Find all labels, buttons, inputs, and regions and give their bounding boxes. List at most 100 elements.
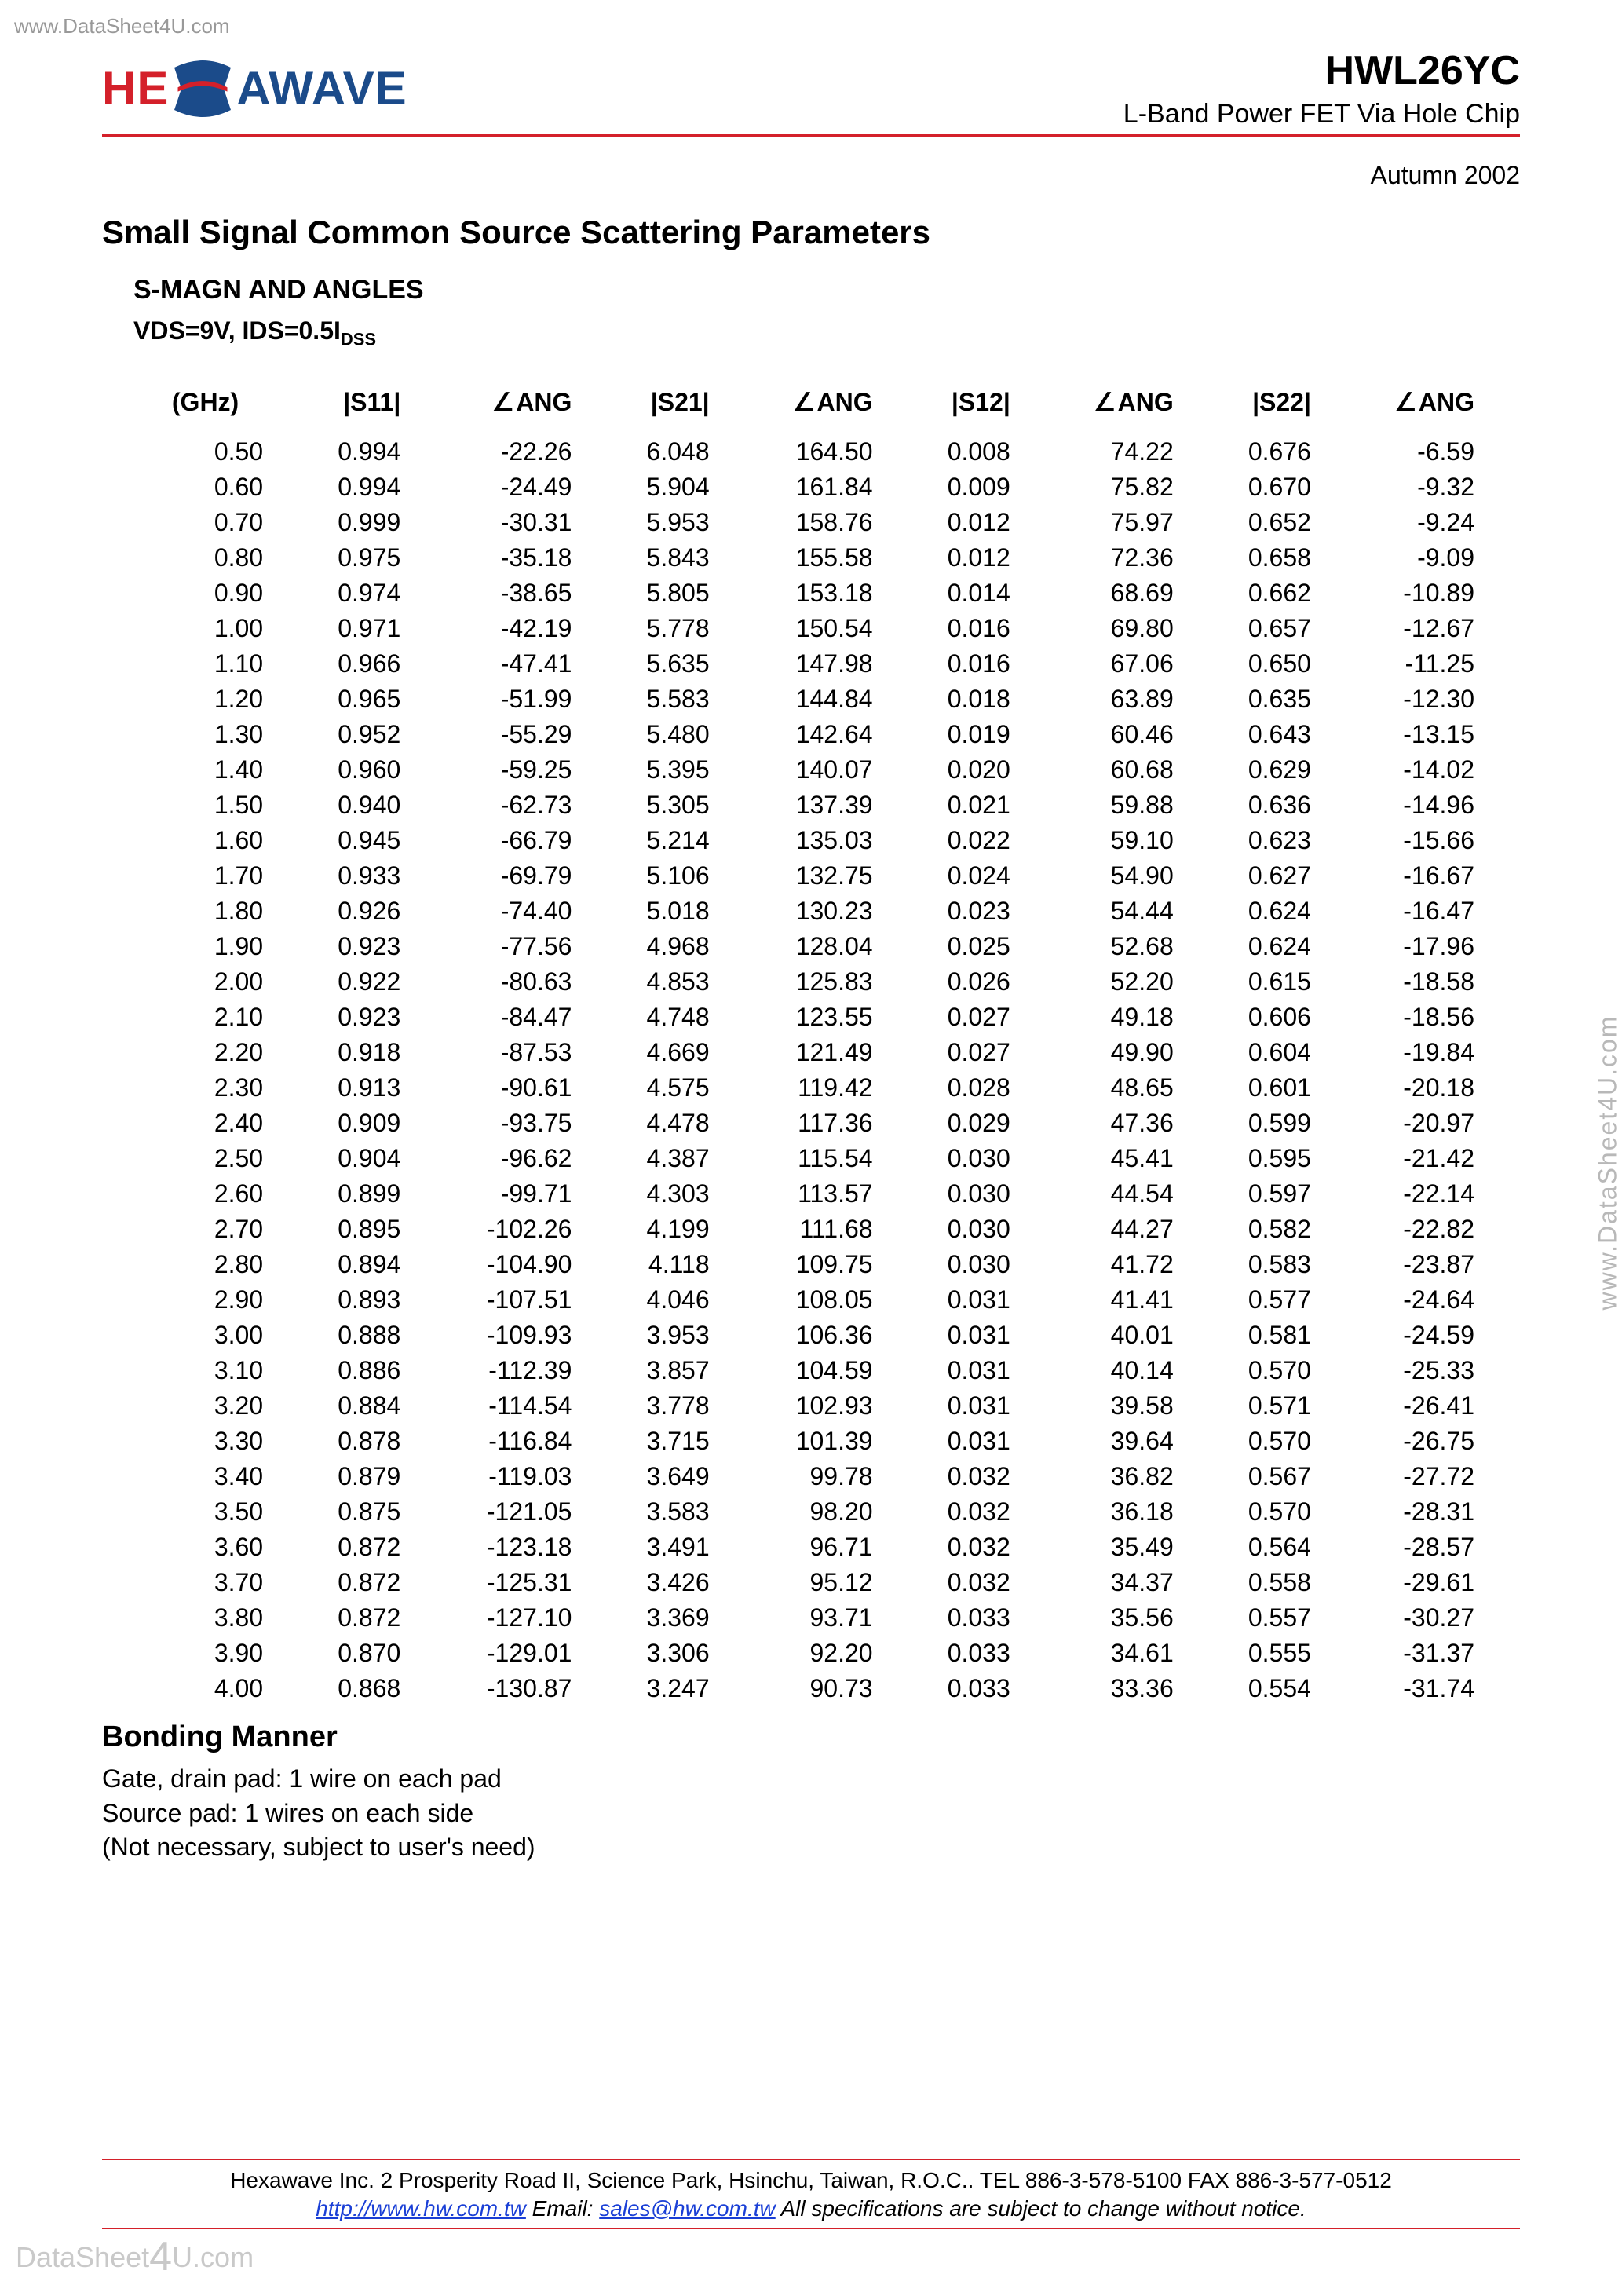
table-cell: 0.020	[887, 752, 1025, 788]
table-cell: -102.26	[415, 1212, 586, 1247]
table-cell: 5.635	[586, 646, 723, 682]
table-cell: 5.106	[586, 858, 723, 894]
table-cell: 135.03	[724, 823, 887, 858]
table-cell: 1.70	[133, 858, 277, 894]
table-cell: 0.922	[277, 964, 415, 1000]
table-cell: 125.83	[724, 964, 887, 1000]
table-cell: 150.54	[724, 611, 887, 646]
table-cell: 34.61	[1025, 1636, 1188, 1671]
table-cell: 0.635	[1188, 682, 1325, 717]
table-cell: 0.872	[277, 1565, 415, 1600]
table-cell: 3.583	[586, 1494, 723, 1530]
table-cell: 68.69	[1025, 576, 1188, 611]
table-cell: 0.994	[277, 470, 415, 505]
table-row: 2.400.909-93.754.478117.360.02947.360.59…	[133, 1106, 1489, 1141]
table-cell: 1.30	[133, 717, 277, 752]
table-cell: 2.90	[133, 1282, 277, 1318]
table-cell: 0.033	[887, 1636, 1025, 1671]
table-cell: 2.40	[133, 1106, 277, 1141]
table-cell: 3.649	[586, 1459, 723, 1494]
table-cell: 3.40	[133, 1459, 277, 1494]
table-cell: 153.18	[724, 576, 887, 611]
table-cell: -84.47	[415, 1000, 586, 1035]
table-row: 2.900.893-107.514.046108.050.03141.410.5…	[133, 1282, 1489, 1318]
bonding-body: Gate, drain pad: 1 wire on each pad Sour…	[102, 1762, 1520, 1864]
table-cell: 95.12	[724, 1565, 887, 1600]
table-cell: 4.478	[586, 1106, 723, 1141]
table-cell: 40.01	[1025, 1318, 1188, 1353]
table-cell: -77.56	[415, 929, 586, 964]
table-cell: -20.18	[1325, 1070, 1489, 1106]
table-cell: 0.868	[277, 1671, 415, 1706]
table-cell: 0.023	[887, 894, 1025, 929]
table-cell: 0.643	[1188, 717, 1325, 752]
table-cell: 109.75	[724, 1247, 887, 1282]
table-row: 3.900.870-129.013.30692.200.03334.610.55…	[133, 1636, 1489, 1671]
table-cell: -27.72	[1325, 1459, 1489, 1494]
table-cell: 99.78	[724, 1459, 887, 1494]
table-cell: -16.47	[1325, 894, 1489, 929]
table-cell: 0.570	[1188, 1494, 1325, 1530]
table-cell: 0.570	[1188, 1353, 1325, 1388]
table-cell: 59.10	[1025, 823, 1188, 858]
table-cell: 3.953	[586, 1318, 723, 1353]
table-cell: 40.14	[1025, 1353, 1188, 1388]
table-cell: -96.62	[415, 1141, 586, 1176]
table-cell: 0.670	[1188, 470, 1325, 505]
table-cell: -38.65	[415, 576, 586, 611]
table-cell: 0.878	[277, 1424, 415, 1459]
table-cell: 0.031	[887, 1353, 1025, 1388]
table-cell: 1.50	[133, 788, 277, 823]
table-cell: 0.032	[887, 1530, 1025, 1565]
table-cell: 140.07	[724, 752, 887, 788]
table-cell: 0.886	[277, 1353, 415, 1388]
table-cell: 0.623	[1188, 823, 1325, 858]
table-cell: 5.305	[586, 788, 723, 823]
table-header-cell: |S12|	[887, 381, 1025, 434]
table-cell: 0.581	[1188, 1318, 1325, 1353]
footer-disclaimer: All specifications are subject to change…	[780, 2196, 1306, 2221]
table-cell: 0.032	[887, 1565, 1025, 1600]
table-cell: 5.480	[586, 717, 723, 752]
table-cell: 0.615	[1188, 964, 1325, 1000]
table-cell: 0.60	[133, 470, 277, 505]
datasheet-page: www.DataSheet4U.com www.DataSheet4U.com …	[0, 0, 1622, 2296]
table-cell: 0.030	[887, 1141, 1025, 1176]
table-cell: -9.09	[1325, 540, 1489, 576]
table-cell: 0.888	[277, 1318, 415, 1353]
table-row: 3.700.872-125.313.42695.120.03234.370.55…	[133, 1565, 1489, 1600]
section-title: Small Signal Common Source Scattering Pa…	[102, 214, 1520, 251]
footer-email-link[interactable]: sales@hw.com.tw	[599, 2196, 776, 2221]
table-cell: -74.40	[415, 894, 586, 929]
table-cell: 0.558	[1188, 1565, 1325, 1600]
table-cell: 60.68	[1025, 752, 1188, 788]
footer-url-link[interactable]: http://www.hw.com.tw	[316, 2196, 526, 2221]
table-cell: 4.046	[586, 1282, 723, 1318]
table-cell: 121.49	[724, 1035, 887, 1070]
table-cell: 52.68	[1025, 929, 1188, 964]
table-row: 1.200.965-51.995.583144.840.01863.890.63…	[133, 682, 1489, 717]
table-cell: 3.369	[586, 1600, 723, 1636]
table-cell: 93.71	[724, 1600, 887, 1636]
table-cell: 3.30	[133, 1424, 277, 1459]
table-cell: 108.05	[724, 1282, 887, 1318]
table-row: 3.000.888-109.933.953106.360.03140.010.5…	[133, 1318, 1489, 1353]
table-cell: 0.016	[887, 611, 1025, 646]
table-cell: -12.30	[1325, 682, 1489, 717]
table-cell: 0.027	[887, 1035, 1025, 1070]
table-cell: 0.030	[887, 1212, 1025, 1247]
table-cell: 45.41	[1025, 1141, 1188, 1176]
header-rule	[102, 134, 1520, 137]
table-cell: 35.56	[1025, 1600, 1188, 1636]
table-cell: 0.50	[133, 434, 277, 470]
table-cell: 2.80	[133, 1247, 277, 1282]
table-cell: -31.74	[1325, 1671, 1489, 1706]
table-cell: 0.904	[277, 1141, 415, 1176]
table-row: 1.800.926-74.405.018130.230.02354.440.62…	[133, 894, 1489, 929]
table-cell: 3.80	[133, 1600, 277, 1636]
table-row: 1.500.940-62.735.305137.390.02159.880.63…	[133, 788, 1489, 823]
bonding-line: Source pad: 1 wires on each side	[102, 1797, 1520, 1830]
watermark-bottom-left: DataSheet4U.com	[16, 2233, 254, 2280]
table-cell: 137.39	[724, 788, 887, 823]
table-cell: -80.63	[415, 964, 586, 1000]
